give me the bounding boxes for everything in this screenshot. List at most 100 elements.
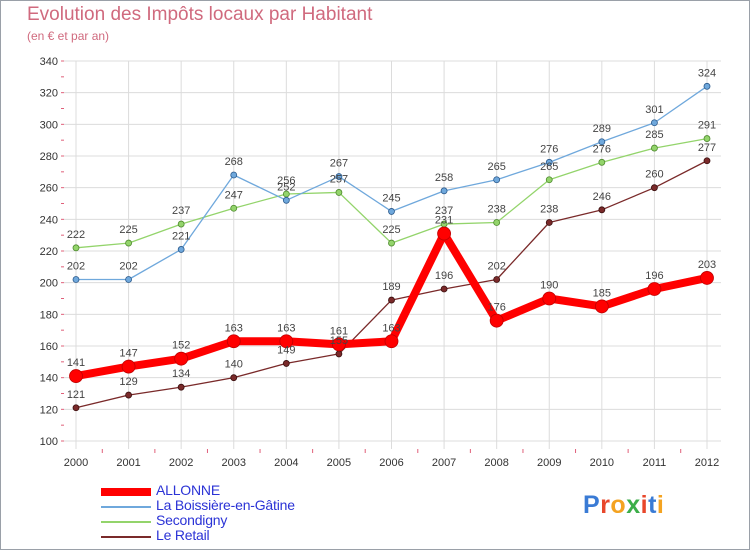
legend-label-allonne: ALLONNE bbox=[156, 482, 220, 498]
data-label: 238 bbox=[487, 204, 505, 216]
data-label: 260 bbox=[645, 169, 663, 181]
data-label: 149 bbox=[277, 344, 295, 356]
data-point bbox=[489, 313, 504, 328]
data-point bbox=[493, 176, 501, 184]
data-point bbox=[703, 82, 711, 90]
data-point bbox=[335, 189, 343, 196]
data-label: 225 bbox=[119, 224, 137, 236]
data-point bbox=[125, 276, 132, 283]
data-point bbox=[542, 291, 557, 306]
data-point bbox=[703, 157, 711, 165]
y-tick-label: 340 bbox=[40, 56, 58, 68]
x-tick-label: 2011 bbox=[643, 457, 667, 469]
x-tick-label: 2008 bbox=[484, 457, 508, 469]
data-point bbox=[279, 334, 294, 349]
y-tick-label: 280 bbox=[40, 151, 58, 163]
data-point bbox=[545, 219, 553, 226]
data-point bbox=[72, 276, 80, 283]
data-label: 147 bbox=[119, 348, 137, 360]
data-point bbox=[69, 369, 83, 383]
data-label: 276 bbox=[540, 143, 558, 155]
data-label: 196 bbox=[435, 270, 453, 282]
y-tick-label: 100 bbox=[40, 436, 58, 448]
logo-letter: i bbox=[640, 491, 649, 519]
data-label: 237 bbox=[172, 205, 190, 217]
y-tick-label: 180 bbox=[40, 309, 58, 321]
data-point bbox=[177, 383, 185, 391]
data-label: 231 bbox=[435, 215, 453, 227]
data-point bbox=[440, 187, 448, 195]
y-tick-label: 320 bbox=[40, 88, 58, 100]
data-point bbox=[388, 296, 395, 304]
data-label: 202 bbox=[67, 261, 85, 273]
data-point bbox=[230, 374, 238, 382]
data-label: 222 bbox=[67, 229, 85, 241]
legend-label-le-retail: Le Retail bbox=[156, 527, 210, 543]
data-point bbox=[388, 208, 395, 215]
data-label: 202 bbox=[119, 261, 137, 273]
data-label: 238 bbox=[540, 204, 558, 216]
data-point bbox=[493, 276, 501, 283]
data-label: 140 bbox=[225, 359, 243, 371]
y-tick-label: 260 bbox=[40, 183, 58, 195]
data-point bbox=[493, 219, 501, 226]
data-label: 121 bbox=[67, 389, 85, 401]
data-point bbox=[282, 360, 290, 367]
data-point bbox=[282, 196, 290, 204]
data-point bbox=[177, 220, 185, 228]
data-label: 176 bbox=[487, 302, 505, 314]
data-label: 265 bbox=[540, 161, 558, 173]
data-point bbox=[121, 359, 136, 374]
data-point bbox=[177, 246, 185, 253]
data-point bbox=[384, 334, 399, 349]
data-point bbox=[703, 135, 711, 142]
data-label: 185 bbox=[593, 287, 611, 299]
data-point bbox=[72, 244, 80, 252]
data-point bbox=[598, 158, 606, 166]
y-tick-label: 300 bbox=[40, 119, 58, 131]
x-tick-label: 2009 bbox=[537, 457, 561, 469]
y-tick-label: 200 bbox=[40, 278, 58, 290]
data-point bbox=[226, 334, 241, 349]
data-label: 129 bbox=[119, 376, 137, 388]
x-tick-label: 2001 bbox=[116, 457, 140, 469]
data-point bbox=[230, 204, 238, 212]
x-tick-label: 2012 bbox=[695, 457, 719, 469]
data-point bbox=[335, 350, 343, 358]
data-label: 289 bbox=[593, 123, 611, 135]
x-tick-label: 2005 bbox=[327, 457, 351, 469]
data-label: 265 bbox=[487, 161, 505, 173]
data-label: 196 bbox=[645, 270, 663, 282]
data-point bbox=[651, 119, 658, 127]
data-point bbox=[125, 391, 132, 399]
data-label: 203 bbox=[698, 259, 716, 271]
data-label: 291 bbox=[698, 120, 716, 132]
legend-swatch-le-retail bbox=[101, 536, 151, 538]
data-label: 277 bbox=[698, 142, 716, 154]
logo-letter: r bbox=[600, 491, 611, 519]
logo-letter: x bbox=[626, 491, 641, 519]
data-label: 163 bbox=[382, 322, 400, 334]
data-label: 324 bbox=[698, 67, 716, 79]
data-label: 225 bbox=[382, 224, 400, 236]
data-label: 152 bbox=[172, 340, 190, 352]
x-tick-label: 2004 bbox=[274, 457, 298, 469]
legend-swatch-secondigny bbox=[101, 521, 151, 523]
data-point bbox=[545, 176, 553, 184]
y-tick-label: 140 bbox=[40, 373, 58, 385]
data-label: 163 bbox=[225, 322, 243, 334]
data-label: 285 bbox=[645, 129, 663, 141]
data-label: 141 bbox=[67, 357, 85, 369]
data-point bbox=[388, 239, 395, 247]
data-label: 252 bbox=[277, 181, 295, 193]
data-point bbox=[72, 404, 80, 412]
data-point bbox=[545, 158, 553, 166]
x-tick-label: 2003 bbox=[222, 457, 246, 469]
data-label: 221 bbox=[172, 230, 190, 242]
data-label: 134 bbox=[172, 368, 190, 380]
data-label: 190 bbox=[540, 280, 558, 292]
data-label: 161 bbox=[330, 325, 348, 337]
chart-subtitle: (en € et par an) bbox=[27, 29, 110, 43]
